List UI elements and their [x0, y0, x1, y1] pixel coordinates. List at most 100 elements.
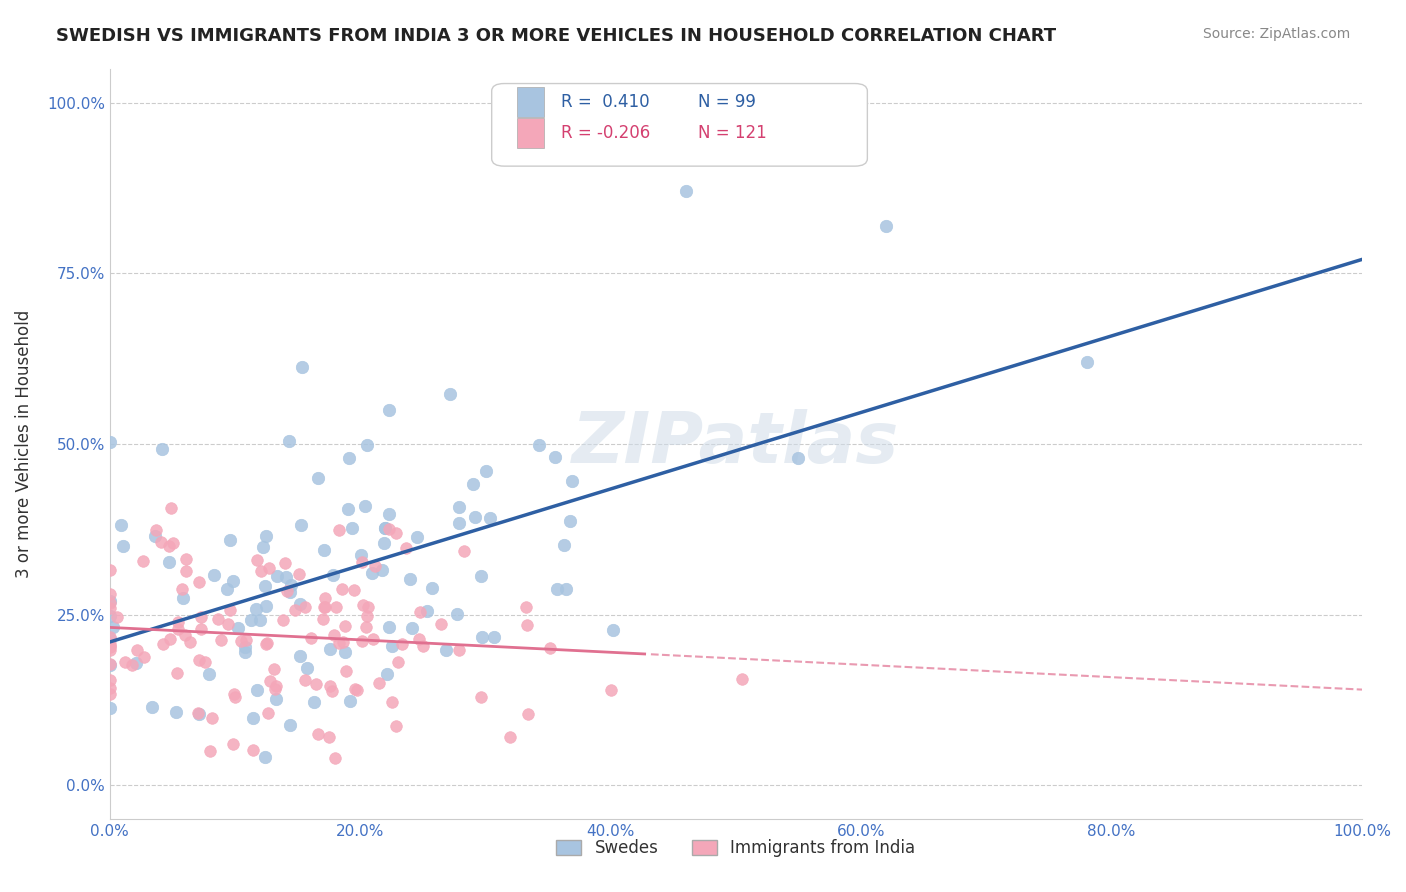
Point: [190, 622, 212, 636]
Point: [288, 648, 311, 663]
Point: [385, 719, 408, 733]
Point: [360, 566, 382, 580]
Point: [124, 656, 146, 670]
Point: [179, 635, 201, 649]
Point: [254, 599, 277, 613]
Point: [257, 706, 280, 720]
Point: [482, 631, 505, 645]
Point: [254, 750, 277, 764]
Point: [194, 655, 217, 669]
Point: [339, 693, 361, 707]
Point: [516, 618, 538, 632]
Point: [291, 359, 314, 374]
Point: [731, 672, 754, 686]
Point: [98, 434, 121, 449]
Point: [250, 564, 273, 578]
Point: [1076, 355, 1098, 369]
Point: [368, 675, 391, 690]
Point: [307, 727, 329, 741]
Point: [259, 673, 281, 688]
Point: [447, 516, 470, 531]
Point: [340, 521, 363, 535]
Point: [111, 539, 134, 553]
Point: [325, 599, 347, 614]
Point: [471, 630, 494, 644]
Point: [167, 622, 190, 636]
Point: [294, 599, 316, 614]
Point: [314, 599, 336, 614]
Point: [412, 639, 434, 653]
Point: [253, 579, 276, 593]
Point: [409, 605, 432, 619]
Point: [319, 641, 342, 656]
Point: [538, 640, 561, 655]
Point: [357, 600, 380, 615]
Point: [356, 609, 378, 624]
Point: [162, 535, 184, 549]
Point: [332, 635, 354, 649]
Point: [160, 500, 183, 515]
Point: [304, 677, 326, 691]
Point: [314, 542, 336, 557]
Point: [299, 632, 322, 646]
Point: [361, 632, 384, 646]
Point: [187, 706, 209, 721]
Point: [374, 521, 396, 535]
Point: [127, 642, 149, 657]
Point: [254, 529, 277, 543]
Point: [166, 665, 188, 680]
Point: [280, 577, 302, 591]
Point: [447, 500, 470, 515]
Point: [381, 639, 404, 653]
Point: [321, 683, 343, 698]
Point: [150, 442, 173, 457]
Point: [98, 657, 121, 671]
Point: [98, 639, 121, 653]
Point: [242, 743, 264, 757]
Point: [384, 526, 406, 541]
Point: [515, 599, 537, 614]
Point: [416, 603, 439, 617]
Point: [356, 619, 378, 633]
Point: [263, 682, 285, 697]
Point: [98, 681, 121, 695]
Point: [378, 508, 401, 522]
Point: [475, 464, 498, 478]
Point: [98, 608, 121, 623]
Point: [350, 555, 373, 569]
Point: [378, 620, 401, 634]
Point: [114, 655, 136, 669]
Point: [446, 607, 468, 621]
Point: [328, 636, 350, 650]
Point: [174, 551, 197, 566]
Point: [371, 563, 394, 577]
Point: [439, 386, 461, 401]
Point: [246, 553, 269, 567]
Point: [599, 682, 621, 697]
Point: [233, 645, 256, 659]
Point: [602, 623, 624, 637]
FancyBboxPatch shape: [517, 87, 544, 117]
Point: [364, 559, 387, 574]
Point: [219, 603, 242, 617]
Point: [132, 650, 155, 665]
Point: [188, 653, 211, 667]
Point: [98, 596, 121, 610]
Point: [266, 569, 288, 583]
Point: [264, 692, 287, 706]
Text: SWEDISH VS IMMIGRANTS FROM INDIA 3 OR MORE VEHICLES IN HOUSEHOLD CORRELATION CHA: SWEDISH VS IMMIGRANTS FROM INDIA 3 OR MO…: [56, 27, 1056, 45]
Point: [98, 636, 121, 650]
Point: [174, 564, 197, 578]
Point: [110, 518, 132, 533]
Point: [233, 640, 256, 654]
Text: N = 99: N = 99: [699, 93, 756, 111]
Point: [470, 690, 492, 705]
Point: [131, 554, 153, 568]
Point: [98, 587, 121, 601]
Point: [434, 643, 457, 657]
Point: [173, 627, 195, 641]
Point: [546, 582, 568, 596]
Point: [277, 434, 299, 448]
Point: [235, 632, 257, 647]
Point: [274, 570, 297, 584]
